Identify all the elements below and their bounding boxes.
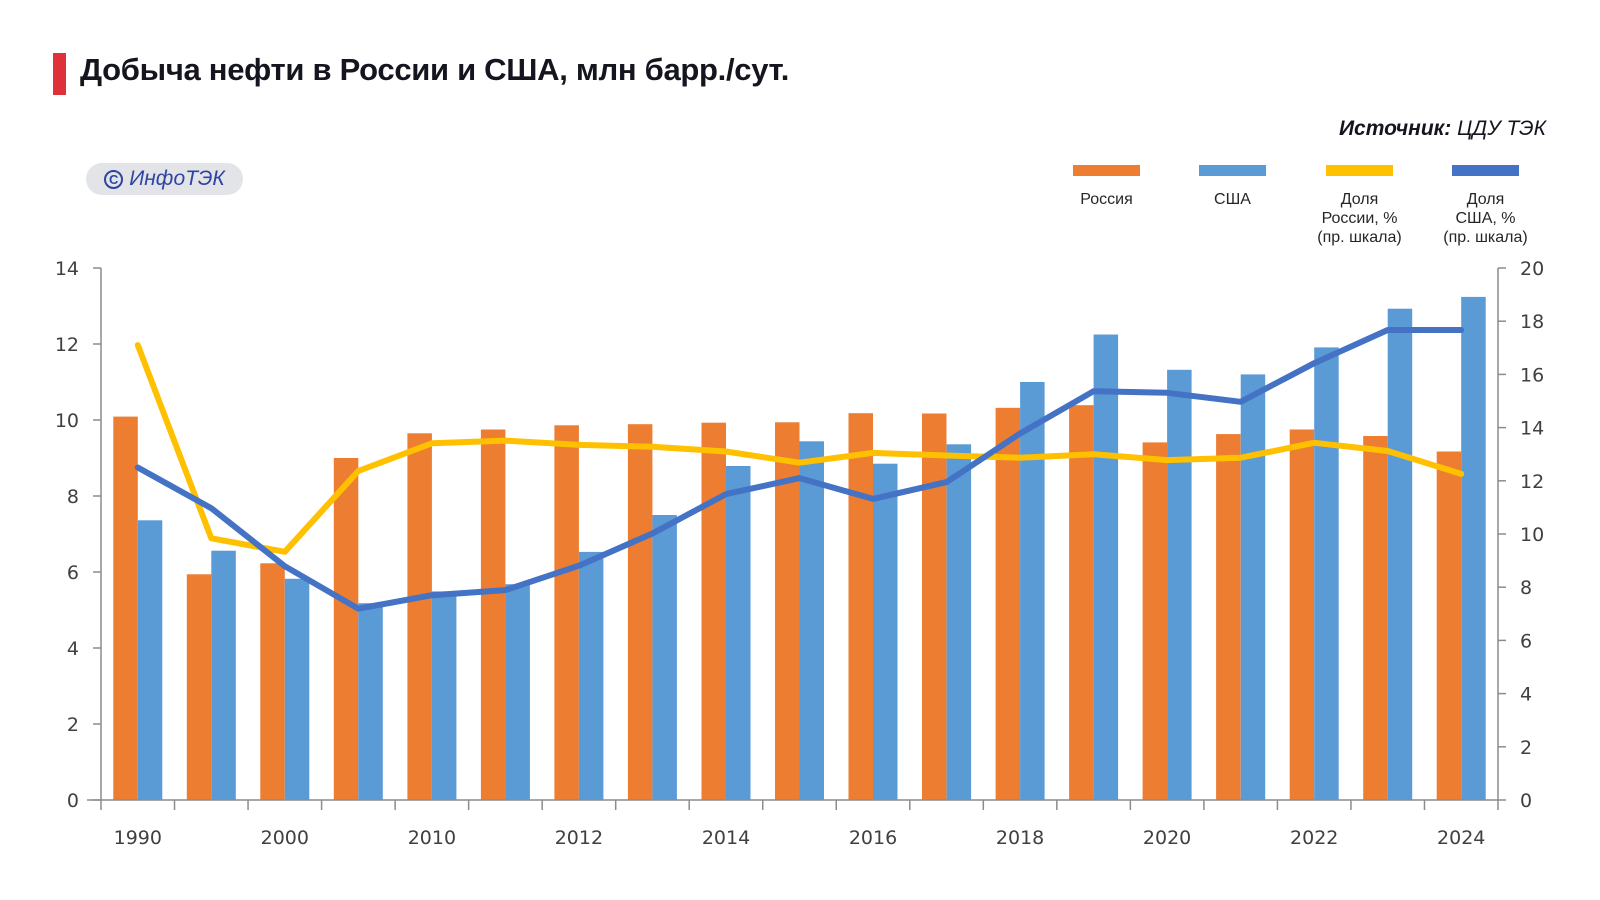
- y-tick-label-right-0: 0: [1520, 790, 1532, 812]
- bar-russia-2016: [848, 413, 873, 800]
- y-tick-label-right-14: 14: [1520, 418, 1544, 440]
- bar-usa-2019: [1093, 334, 1119, 800]
- bar-russia-2000: [260, 563, 285, 800]
- y-tick-label-right-2: 2: [1520, 737, 1532, 759]
- bar-usa-2011: [505, 584, 530, 800]
- legend-swatch-russia: [1073, 165, 1140, 176]
- bar-usa-2000: [284, 578, 310, 800]
- y-tick-label-right-8: 8: [1520, 577, 1532, 599]
- y-tick-label-left-10: 10: [55, 410, 79, 432]
- bar-russia-1990: [113, 416, 138, 800]
- y-tick-label-right-16: 16: [1520, 364, 1544, 386]
- bar-russia-2005: [333, 458, 359, 800]
- bar-usa-2018: [1020, 382, 1045, 800]
- bar-russia-2021: [1216, 434, 1241, 800]
- y-tick-label-right-10: 10: [1520, 524, 1544, 546]
- bar-russia-2023: [1363, 436, 1388, 800]
- bar-usa-2010: [431, 591, 457, 800]
- copyright-icon: C: [104, 169, 124, 189]
- bar-usa-1990: [137, 520, 163, 800]
- source-label: Источник:: [1338, 117, 1452, 140]
- legend-item-russia: Россия: [1073, 165, 1140, 209]
- bar-usa-2022: [1314, 347, 1339, 800]
- x-tick-label-2020: 2020: [1143, 827, 1191, 849]
- bar-usa-2021: [1240, 374, 1266, 800]
- bar-russia-2019: [1069, 405, 1094, 800]
- x-tick-label-2022: 2022: [1290, 827, 1338, 849]
- legend-swatch-share-usa: [1452, 165, 1519, 176]
- y-tick-label-left-2: 2: [67, 714, 79, 736]
- source-note: Источник: ЦДУ ТЭК: [1339, 117, 1546, 141]
- lines-layer: [134, 327, 1465, 612]
- x-tick-label-2024: 2024: [1437, 827, 1485, 849]
- legend-item-share-usa: Доля США, % (пр. шкала): [1443, 165, 1528, 247]
- bar-russia-2017: [922, 413, 947, 800]
- bar-usa-2017: [946, 444, 972, 800]
- bars-layer: [113, 296, 1486, 800]
- bar-usa-2013: [652, 515, 677, 800]
- bar-russia-2010: [407, 433, 432, 800]
- bar-usa-2016: [873, 463, 898, 800]
- source-value: ЦДУ ТЭК: [1451, 117, 1546, 140]
- y-tick-label-left-6: 6: [67, 562, 79, 584]
- legend-label-share-russia: Доля России, % (пр. шкала): [1317, 191, 1402, 246]
- y-tick-label-right-4: 4: [1520, 684, 1532, 706]
- legend-item-usa: США: [1199, 165, 1266, 209]
- bar-russia-1995: [186, 574, 212, 800]
- x-tick-label-2000: 2000: [261, 827, 309, 849]
- y-tick-label-left-0: 0: [67, 790, 79, 812]
- x-tick-label-2012: 2012: [555, 827, 603, 849]
- bar-usa-2024: [1461, 296, 1486, 800]
- bar-usa-2014: [726, 466, 751, 800]
- bar-usa-2005: [358, 603, 383, 800]
- legend-label-share-usa: Доля США, % (пр. шкала): [1443, 191, 1528, 246]
- legend-item-share-russia: Доля России, % (пр. шкала): [1317, 165, 1402, 247]
- y-tick-label-left-8: 8: [67, 486, 79, 508]
- x-tick-label-2010: 2010: [408, 827, 456, 849]
- title-accent-bar: [53, 53, 66, 95]
- chart-title: Добыча нефти в России и США, млн барр./с…: [80, 52, 790, 87]
- bar-russia-2011: [480, 429, 506, 800]
- x-tick-label-1990: 1990: [114, 827, 162, 849]
- y-tick-label-left-14: 14: [55, 258, 79, 280]
- bar-russia-2014: [701, 422, 726, 800]
- x-tick-label-2016: 2016: [849, 827, 897, 849]
- axes-layer: 0 2 4 6 8 10 12 14 0 2 4 6 8 10 12 14 16 18 20 1990 2000 2010…: [55, 258, 1544, 849]
- badge-text: ИнфоТЭК: [129, 167, 225, 190]
- bar-usa-2015: [799, 441, 824, 800]
- bar-russia-2018: [995, 407, 1021, 800]
- legend-label-usa: США: [1214, 191, 1251, 208]
- bar-russia-2013: [627, 424, 653, 800]
- bar-usa-1995: [211, 550, 236, 800]
- infotek-badge: C ИнфоТЭК: [86, 163, 243, 195]
- bar-usa-2020: [1167, 369, 1192, 800]
- y-tick-label-left-4: 4: [67, 638, 79, 660]
- bar-russia-2022: [1289, 429, 1315, 800]
- legend-label-russia: Россия: [1080, 191, 1133, 208]
- bar-russia-2012: [554, 425, 579, 800]
- x-tick-label-2018: 2018: [996, 827, 1044, 849]
- bar-russia-2024: [1436, 451, 1462, 800]
- y-tick-label-right-12: 12: [1520, 471, 1544, 493]
- y-tick-label-right-20: 20: [1520, 258, 1544, 280]
- bar-usa-2012: [578, 551, 604, 800]
- y-tick-label-right-6: 6: [1520, 630, 1532, 652]
- legend-swatch-usa: [1199, 165, 1266, 176]
- bar-usa-2023: [1387, 308, 1413, 800]
- x-tick-label-2014: 2014: [702, 827, 750, 849]
- legend-swatch-share-russia: [1326, 165, 1393, 176]
- y-tick-label-right-18: 18: [1520, 311, 1544, 333]
- y-tick-label-left-12: 12: [55, 334, 79, 356]
- bar-russia-2020: [1142, 442, 1168, 800]
